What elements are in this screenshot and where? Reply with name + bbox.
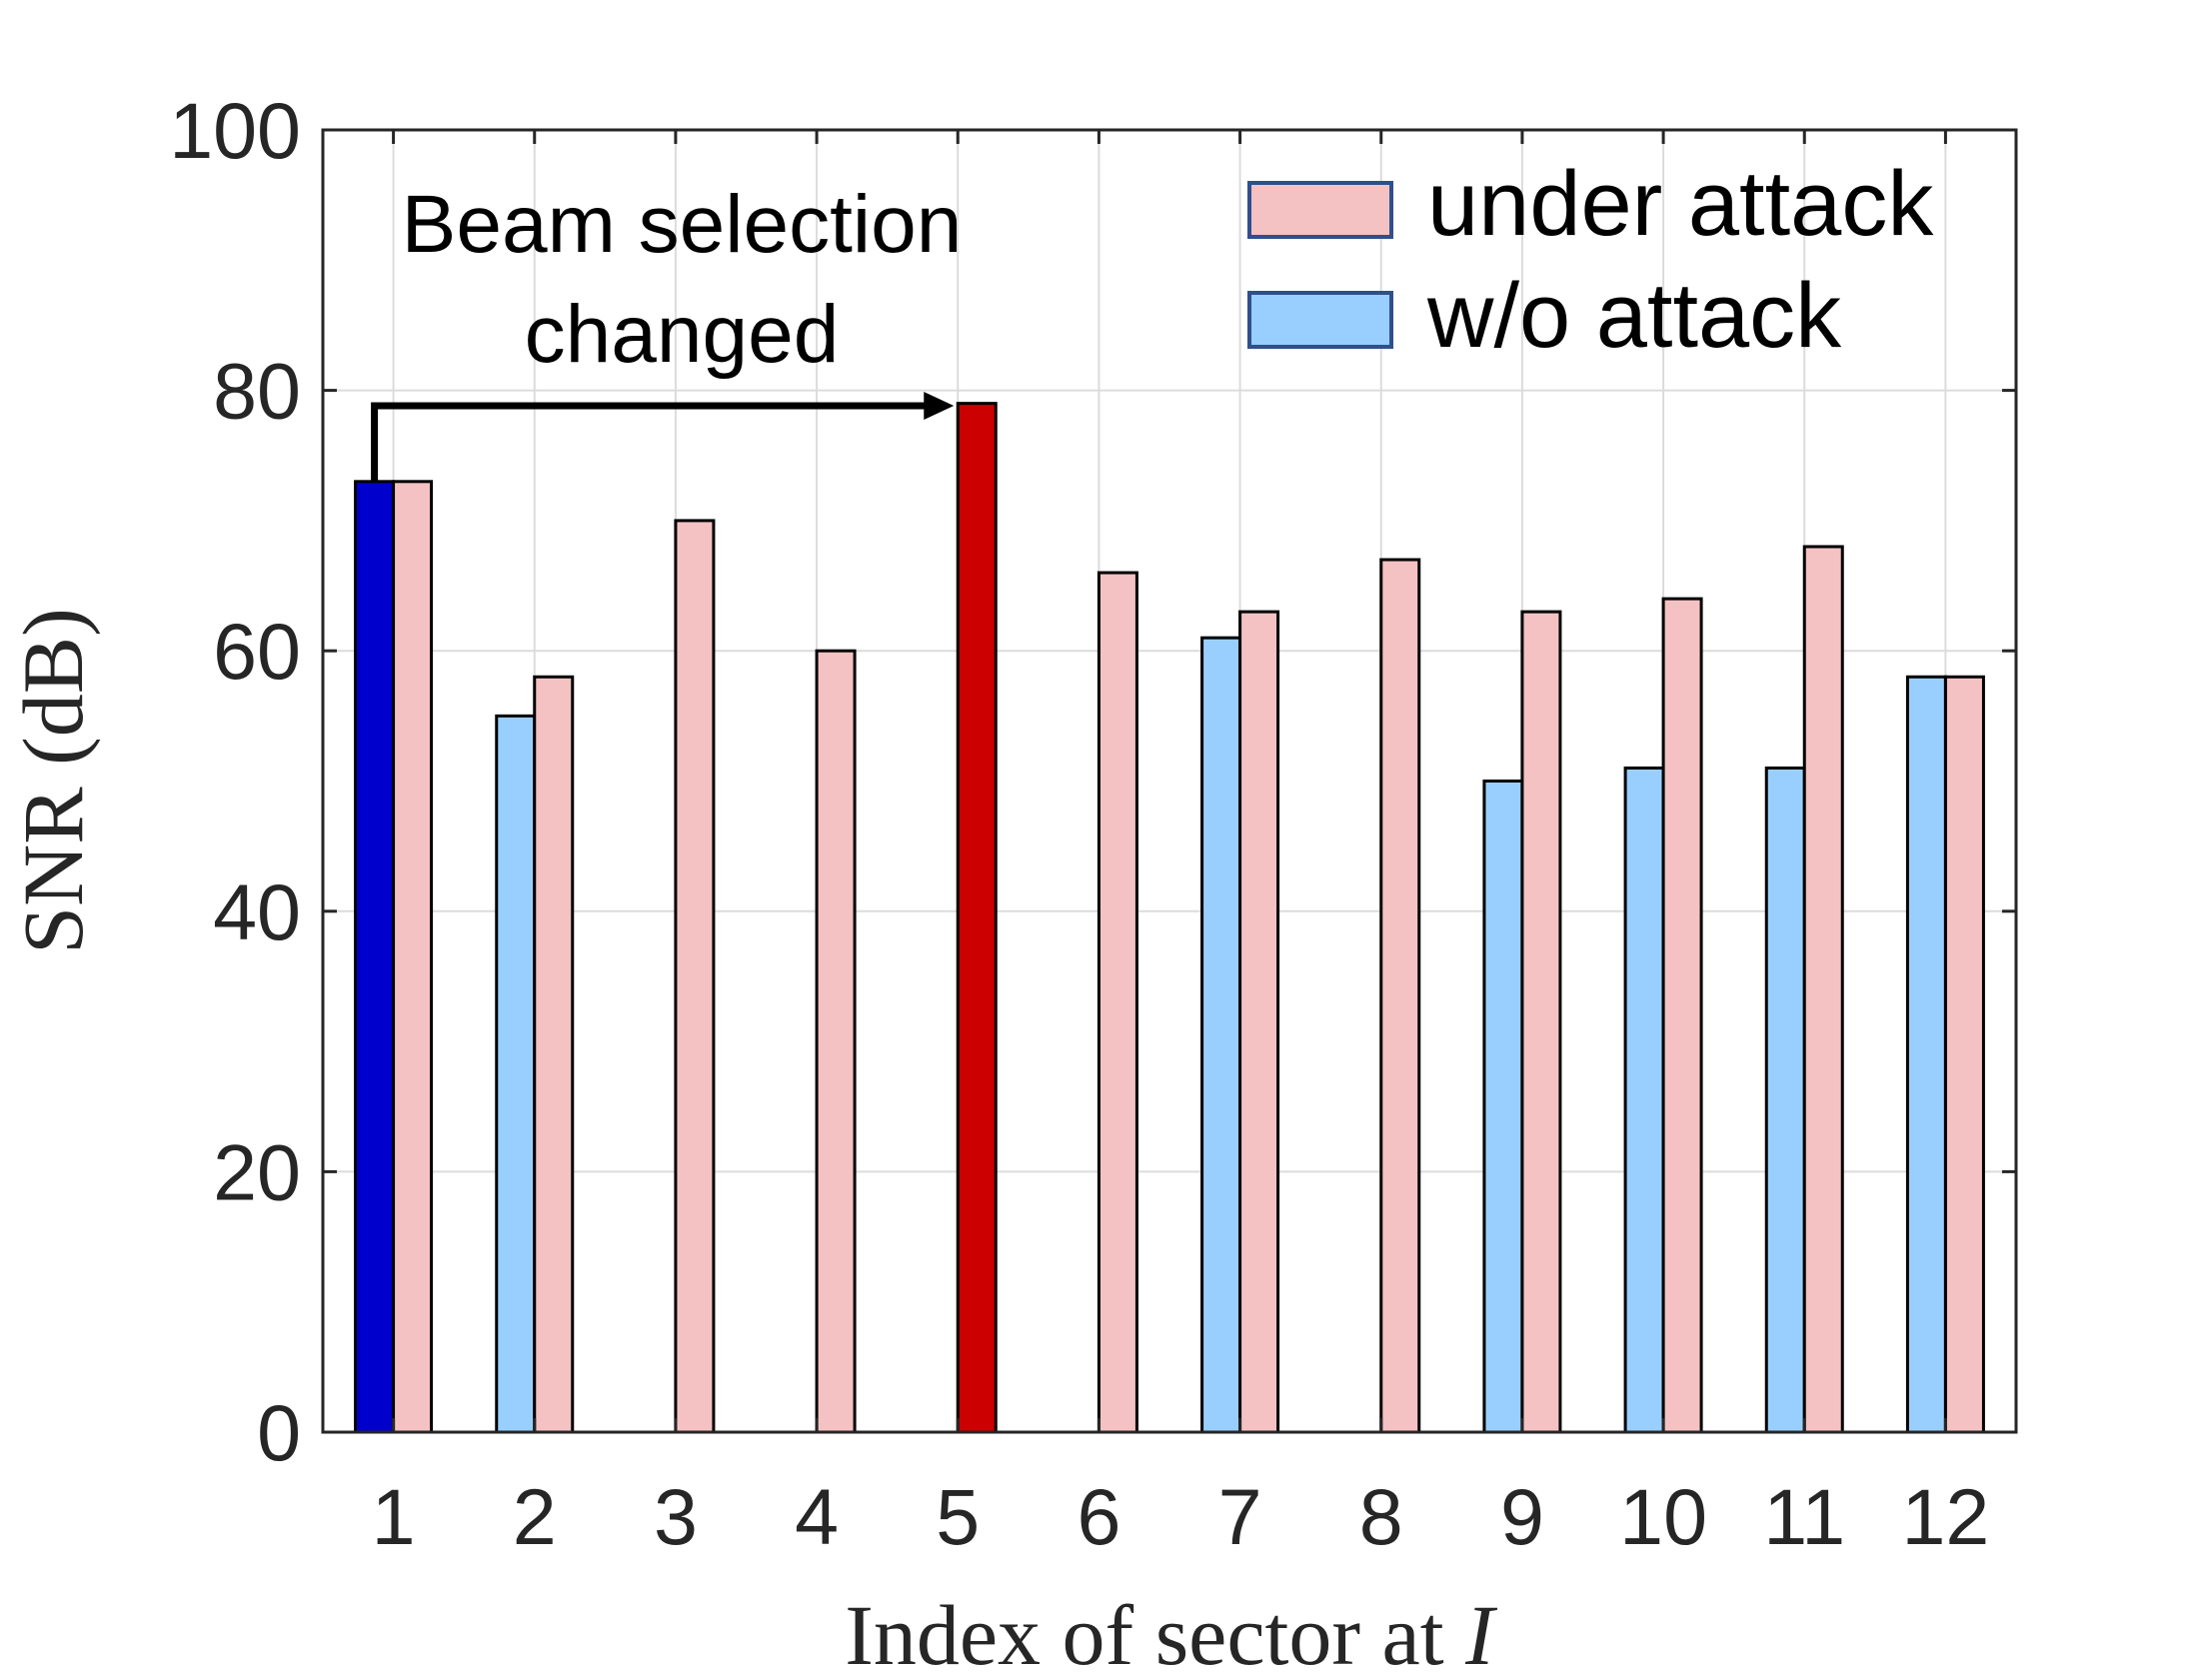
x-tick-label: 4 — [795, 1472, 839, 1561]
y-tick-label: 100 — [169, 86, 301, 175]
bar-wo-attack — [1905, 675, 1947, 1434]
bar-wo-attack — [1623, 766, 1665, 1434]
x-tick-label: 8 — [1359, 1472, 1403, 1561]
x-axis-label-variable: I — [1464, 1587, 1497, 1680]
bar-under-attack — [1238, 610, 1280, 1434]
x-axis-label: Index of sector at I — [845, 1587, 1497, 1680]
bar-under-attack — [533, 675, 575, 1434]
legend-swatch-wo-attack — [1247, 291, 1393, 349]
x-tick-label: 6 — [1077, 1472, 1120, 1561]
bar-under-attack — [674, 519, 716, 1434]
legend-label-wo-attack: w/o attack — [1426, 265, 1842, 367]
bar-under-attack — [1379, 558, 1421, 1434]
bar-wo-attack — [1200, 636, 1242, 1434]
legend-swatch-under-attack — [1247, 181, 1393, 239]
x-tick-label: 1 — [372, 1472, 416, 1561]
x-tick-label: 11 — [1763, 1472, 1845, 1561]
bar-wo-attack — [354, 480, 396, 1434]
y-tick-label: 80 — [213, 347, 301, 436]
x-tick-label: 2 — [513, 1472, 557, 1561]
annotation-text-line-2: changed — [525, 289, 840, 380]
bar-wo-attack — [1482, 780, 1524, 1434]
bar-under-attack — [1661, 597, 1703, 1434]
y-tick-label: 0 — [257, 1388, 301, 1477]
legend: under attack w/o attack — [1247, 153, 1934, 367]
bars — [354, 402, 1985, 1434]
legend-label-under-attack: under attack — [1427, 153, 1934, 255]
y-tick-labels: 0 20 40 60 80 100 — [169, 86, 301, 1477]
bar-wo-attack — [495, 714, 537, 1434]
plot-frame — [321, 128, 2018, 1434]
axis-ticks — [323, 128, 2016, 1434]
x-tick-label: 3 — [654, 1472, 698, 1561]
annotation-text-line-1: Beam selection — [402, 179, 963, 270]
y-tick-label: 60 — [213, 607, 301, 696]
y-axis-label: SNR (dB) — [5, 608, 101, 953]
bar-wo-attack — [1764, 766, 1806, 1434]
bar-under-attack — [392, 480, 434, 1434]
x-tick-labels: 1 2 3 4 5 6 7 8 9 10 11 12 — [372, 1472, 1990, 1561]
beam-change-annotation: Beam selection changed — [371, 179, 963, 482]
x-tick-label: 10 — [1619, 1472, 1707, 1561]
bar-under-attack — [956, 402, 998, 1434]
bar-under-attack — [1520, 610, 1562, 1434]
bar-under-attack — [1802, 545, 1844, 1434]
bar-under-attack — [815, 649, 857, 1434]
x-tick-label: 9 — [1500, 1472, 1544, 1561]
y-tick-label: 40 — [213, 867, 301, 956]
x-tick-label: 7 — [1218, 1472, 1262, 1561]
x-tick-label: 5 — [936, 1472, 980, 1561]
bar-under-attack — [1943, 675, 1985, 1434]
bar-under-attack — [1097, 571, 1138, 1434]
y-tick-label: 20 — [213, 1127, 301, 1216]
x-axis-label-text: Index of sector at — [845, 1587, 1465, 1680]
annotation-arrowhead — [924, 392, 955, 420]
annotation-arrow — [371, 402, 929, 482]
x-tick-label: 12 — [1901, 1472, 1989, 1561]
